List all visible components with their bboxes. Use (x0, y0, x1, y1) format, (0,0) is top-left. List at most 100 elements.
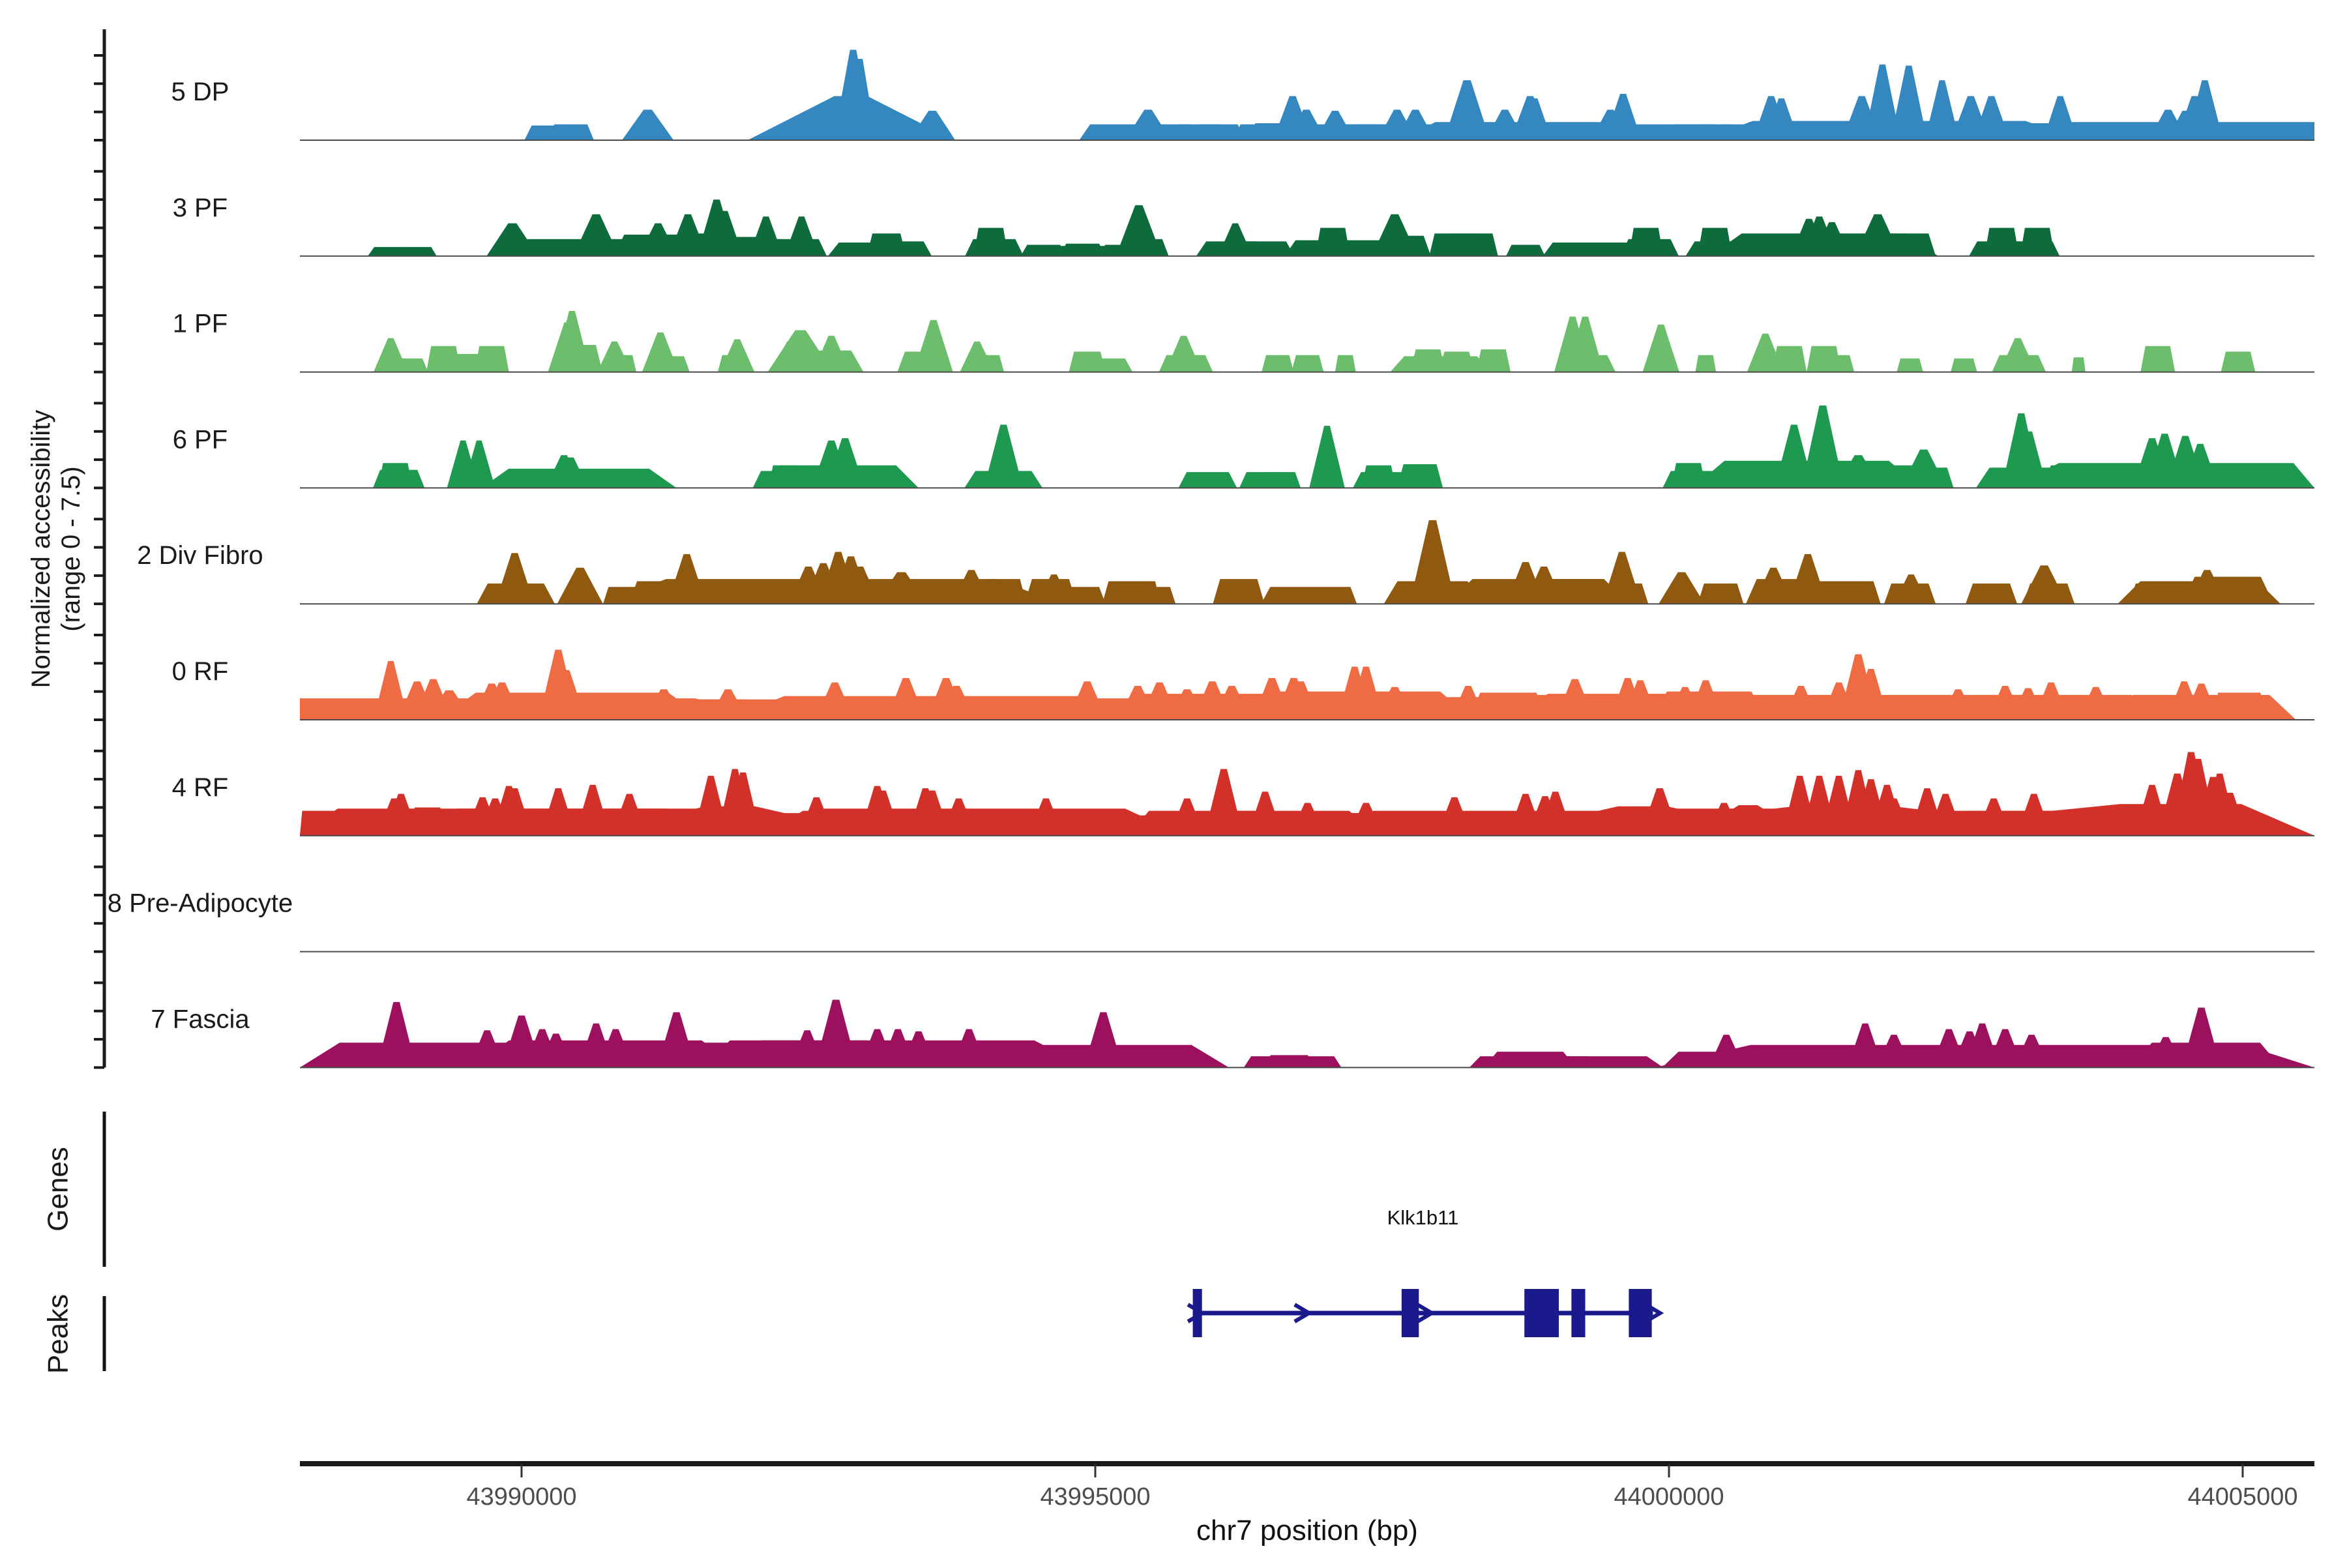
signal-peak (1853, 669, 1889, 720)
tracks-y-axis (94, 29, 106, 1069)
signal-peak (708, 689, 748, 720)
signal-peak (857, 471, 904, 488)
signal-peak (2181, 1007, 2221, 1068)
signal-peak (840, 567, 880, 604)
signal-peak (767, 330, 833, 372)
signal-peak (1695, 355, 1717, 372)
track-label: 2 Div Fibro (137, 541, 263, 570)
signal-peak (1546, 1056, 1664, 1068)
signal-peak (886, 677, 926, 720)
signal-peak (1620, 239, 1679, 256)
signal-peak (1235, 241, 1295, 256)
signal-peak (844, 59, 876, 140)
track-label: 3 PF (173, 194, 228, 222)
signal-peak (1411, 349, 1445, 372)
y-axis-label-line1: Normalized accessibility (27, 410, 55, 688)
signal-peak (914, 790, 951, 836)
strand-direction-chevron-icon (1187, 1303, 1207, 1324)
signal-peak (1659, 572, 1705, 604)
signal-peak (463, 440, 495, 488)
signal-peak (1520, 579, 1618, 604)
track-label: 4 RF (172, 773, 229, 802)
signal-peak (908, 587, 954, 604)
signal-peak (1290, 1056, 1342, 1068)
signal-peak (1774, 424, 1814, 488)
signal-peak (1193, 124, 1245, 140)
signal-peak (1335, 355, 1356, 372)
signal-peak (1908, 467, 1954, 488)
signal-peak (1772, 346, 1807, 372)
signal-peak (1801, 405, 1844, 488)
signal-peak (1964, 1023, 2000, 1068)
gene-name-label: Klk1b11 (1387, 1206, 1459, 1229)
signal-peak (2078, 687, 2114, 720)
signal-peak (397, 246, 437, 256)
signal-peak (965, 239, 1024, 256)
x-axis-tick-label: 43995000 (1040, 1483, 1150, 1511)
exon-box (1192, 1289, 1202, 1337)
signal-peak (642, 332, 679, 372)
coverage-track: 3 PF (173, 194, 2314, 257)
gene-model: Klk1b11 (1187, 1206, 1664, 1337)
signal-peak (941, 798, 977, 836)
signal-peak (1893, 574, 1928, 604)
signal-peak (2140, 346, 2176, 372)
signal-peak (373, 660, 408, 720)
signal-peak (1439, 351, 1474, 372)
y-axis-label-line2: (range 0 - 7.5) (57, 466, 85, 631)
signal-peak (873, 241, 932, 256)
coverage-track: 1 PF (173, 310, 2314, 373)
gene-models: Klk1b11 (1187, 1206, 1664, 1337)
signal-peak (2212, 792, 2248, 836)
signal-peak (1642, 324, 1679, 372)
signal-peak (1829, 581, 1881, 604)
coverage-track: 8 Pre-Adipocyte (108, 889, 2314, 953)
signal-peak (1309, 426, 1345, 488)
signal-peak (1864, 64, 1901, 140)
signal-peak (1291, 355, 1324, 372)
signal-peak (548, 124, 594, 140)
signal-peak (1165, 336, 1202, 372)
signal-peak (825, 438, 865, 488)
signal-peak (1410, 520, 1456, 604)
signal-peak (1262, 472, 1301, 488)
signal-peak (2020, 228, 2055, 256)
signal-peak (1506, 244, 1545, 256)
signal-peak (426, 346, 461, 372)
signal-peak (1698, 584, 1744, 604)
signal-peak (1897, 358, 1923, 372)
coverage-track: 5 DP (171, 50, 2314, 141)
signal-peak (784, 216, 819, 256)
signal-peak (1965, 584, 2018, 604)
signal-peak (474, 346, 509, 372)
signal-peak (2134, 784, 2170, 836)
signal-peak (1813, 222, 1851, 256)
signal-peak (2011, 431, 2047, 488)
strand-direction-chevron-icon (1293, 1303, 1313, 1324)
signal-peak (2181, 443, 2219, 488)
signal-peak (1985, 228, 2019, 256)
coverage-tracks: 5 DP 3 PF 1 PF 6 PF 2 Div Fibro 0 RF 4 RF 8 Pre… (108, 50, 2314, 1069)
signal-peak (1069, 351, 1106, 372)
signal-peak (1123, 239, 1169, 256)
signal-peak (909, 110, 956, 140)
signal-peak (2183, 683, 2219, 720)
signal-peak (554, 311, 591, 372)
signal-peak (1310, 587, 1357, 604)
signal-peak (1261, 587, 1327, 604)
peaks-section-label: Peaks (42, 1294, 74, 1374)
signal-peak (1973, 96, 2010, 140)
track-label: 5 DP (171, 78, 229, 106)
exon-box (1571, 1289, 1586, 1337)
signal-peak (1136, 587, 1176, 604)
signal-peak (960, 341, 995, 372)
coverage-track: 4 RF (172, 752, 2314, 836)
signal-peak (1178, 472, 1237, 488)
x-axis-tick-label: 43990000 (466, 1483, 576, 1511)
signal-peak (1396, 464, 1443, 488)
exon-box (1629, 1289, 1652, 1337)
signal-peak (1671, 463, 1706, 488)
signal-peak (2209, 1047, 2269, 1068)
